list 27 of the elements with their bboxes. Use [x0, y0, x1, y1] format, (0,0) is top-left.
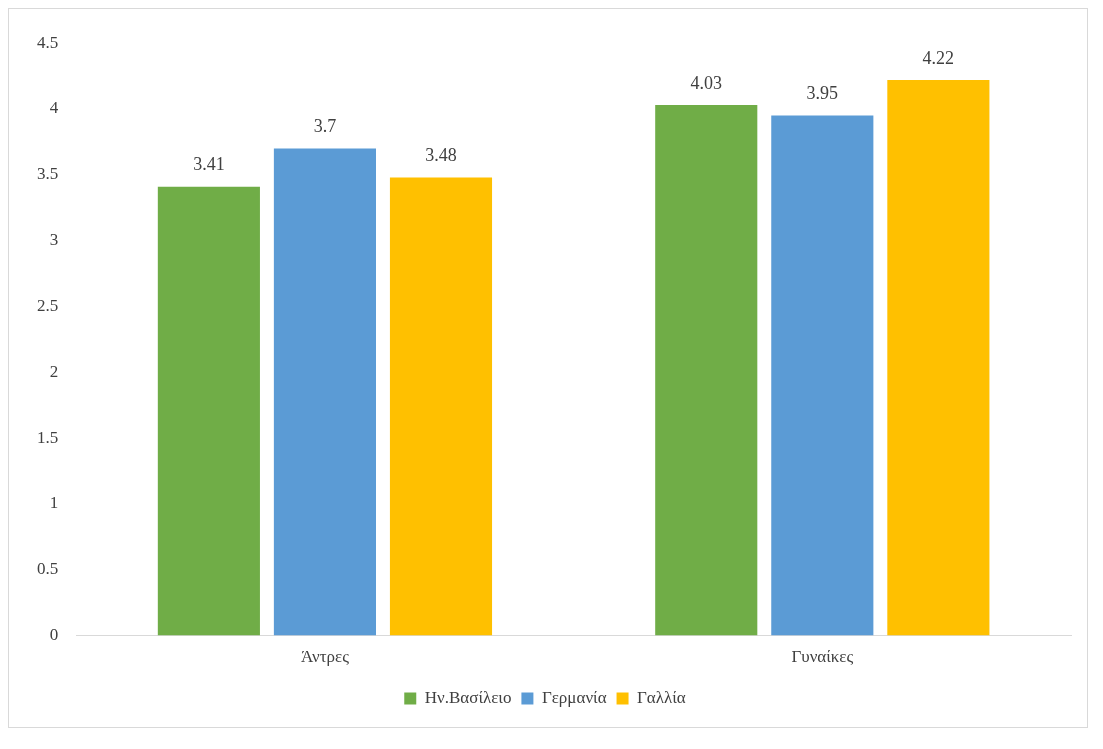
y-tick-label: 1 — [49, 493, 59, 513]
bar — [655, 105, 758, 636]
bar — [887, 80, 990, 636]
y-tick-label: 0 — [49, 625, 59, 645]
y-tick-label: 3.5 — [37, 164, 59, 184]
legend-label: Γαλλία — [637, 687, 686, 707]
y-tick-label: 0.5 — [37, 559, 59, 579]
y-tick-label: 3 — [49, 230, 59, 250]
bar — [389, 177, 493, 636]
data-label: 4.03 — [690, 72, 723, 93]
bar — [771, 115, 874, 636]
legend-label: Γερμανία — [541, 687, 607, 707]
data-label: 3.48 — [425, 145, 457, 166]
data-label: 3.7 — [313, 116, 337, 137]
bar — [157, 186, 260, 636]
legend-label: Ην.Βασίλειο — [424, 687, 512, 707]
data-label: 3.41 — [193, 154, 225, 175]
y-tick-label: 2 — [49, 361, 59, 381]
y-tick-label: 2.5 — [37, 295, 59, 315]
bar — [273, 148, 376, 636]
x-tick-label: Άντρες — [300, 647, 350, 667]
y-tick-label: 1.5 — [37, 427, 59, 447]
y-tick-label: 4 — [49, 98, 59, 118]
data-label: 3.95 — [806, 83, 839, 104]
data-label: 4.22 — [922, 47, 955, 68]
y-tick-label: 4.5 — [37, 32, 59, 52]
x-tick-label: Γυναίκες — [791, 647, 854, 667]
